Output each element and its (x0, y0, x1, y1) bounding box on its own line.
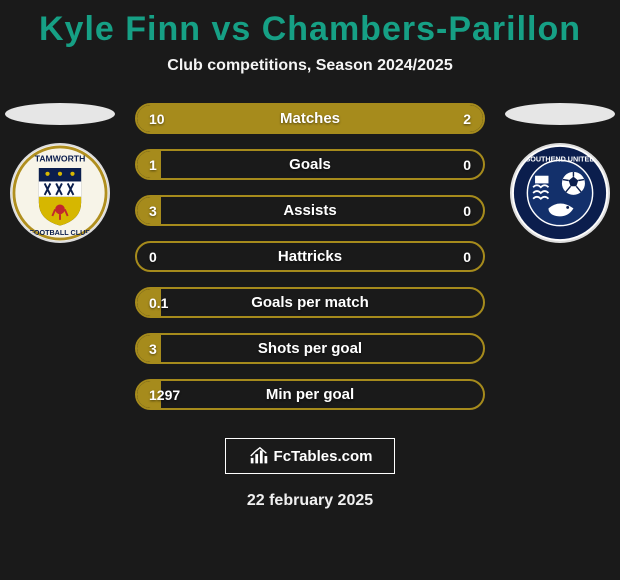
stat-value-left: 3 (149, 341, 157, 357)
watermark-text: FcTables.com (274, 448, 373, 465)
player-right-photo-placeholder (505, 103, 615, 125)
stat-label: Shots per goal (258, 340, 362, 357)
stat-row: 0 0 Hattricks (135, 241, 485, 272)
svg-text:TAMWORTH: TAMWORTH (35, 153, 86, 163)
stat-label: Goals (289, 156, 331, 173)
stat-value-right: 0 (463, 203, 471, 219)
stat-label: Assists (283, 202, 336, 219)
stat-value-left: 10 (149, 111, 165, 127)
comparison-panel: TAMWORTH FOOTBALL CLUB SOUTHEND UNITED (0, 103, 620, 413)
stat-value-right: 0 (463, 157, 471, 173)
stat-row: 3 0 Assists (135, 195, 485, 226)
stat-row: 1 0 Goals (135, 149, 485, 180)
stat-label: Matches (280, 110, 340, 127)
stat-value-left: 3 (149, 203, 157, 219)
stat-row: 3 Shots per goal (135, 333, 485, 364)
stat-row: 0.1 Goals per match (135, 287, 485, 318)
stats-list: 102Matches10Goals30Assists00Hattricks0.1… (135, 103, 485, 410)
stat-value-right: 2 (463, 111, 471, 127)
stat-row: 10 2 Matches (135, 103, 485, 134)
player-left-photo-placeholder (5, 103, 115, 125)
player-left-block: TAMWORTH FOOTBALL CLUB (0, 103, 120, 243)
stat-label: Goals per match (251, 294, 369, 311)
page-title: Kyle Finn vs Chambers-Parillon (0, 0, 620, 49)
stat-value-left: 0 (149, 249, 157, 265)
southend-badge-icon: SOUTHEND UNITED (512, 145, 608, 241)
stat-value-right: 0 (463, 249, 471, 265)
stat-fill-right (424, 105, 483, 132)
stat-value-left: 1297 (149, 387, 180, 403)
stat-value-left: 1 (149, 157, 157, 173)
stat-label: Min per goal (266, 386, 354, 403)
player-right-block: SOUTHEND UNITED (500, 103, 620, 243)
svg-text:SOUTHEND UNITED: SOUTHEND UNITED (525, 154, 594, 163)
stat-value-left: 0.1 (149, 295, 168, 311)
date-text: 22 february 2025 (0, 492, 620, 510)
tamworth-badge-icon: TAMWORTH FOOTBALL CLUB (12, 145, 108, 241)
stat-label: Hattricks (278, 248, 342, 265)
club-badge-right: SOUTHEND UNITED (510, 143, 610, 243)
club-badge-left: TAMWORTH FOOTBALL CLUB (10, 143, 110, 243)
stat-row: 1297 Min per goal (135, 379, 485, 410)
watermark: FcTables.com (225, 438, 395, 474)
svg-text:FOOTBALL CLUB: FOOTBALL CLUB (30, 228, 91, 237)
subtitle: Club competitions, Season 2024/2025 (0, 57, 620, 75)
chart-icon (248, 445, 270, 467)
